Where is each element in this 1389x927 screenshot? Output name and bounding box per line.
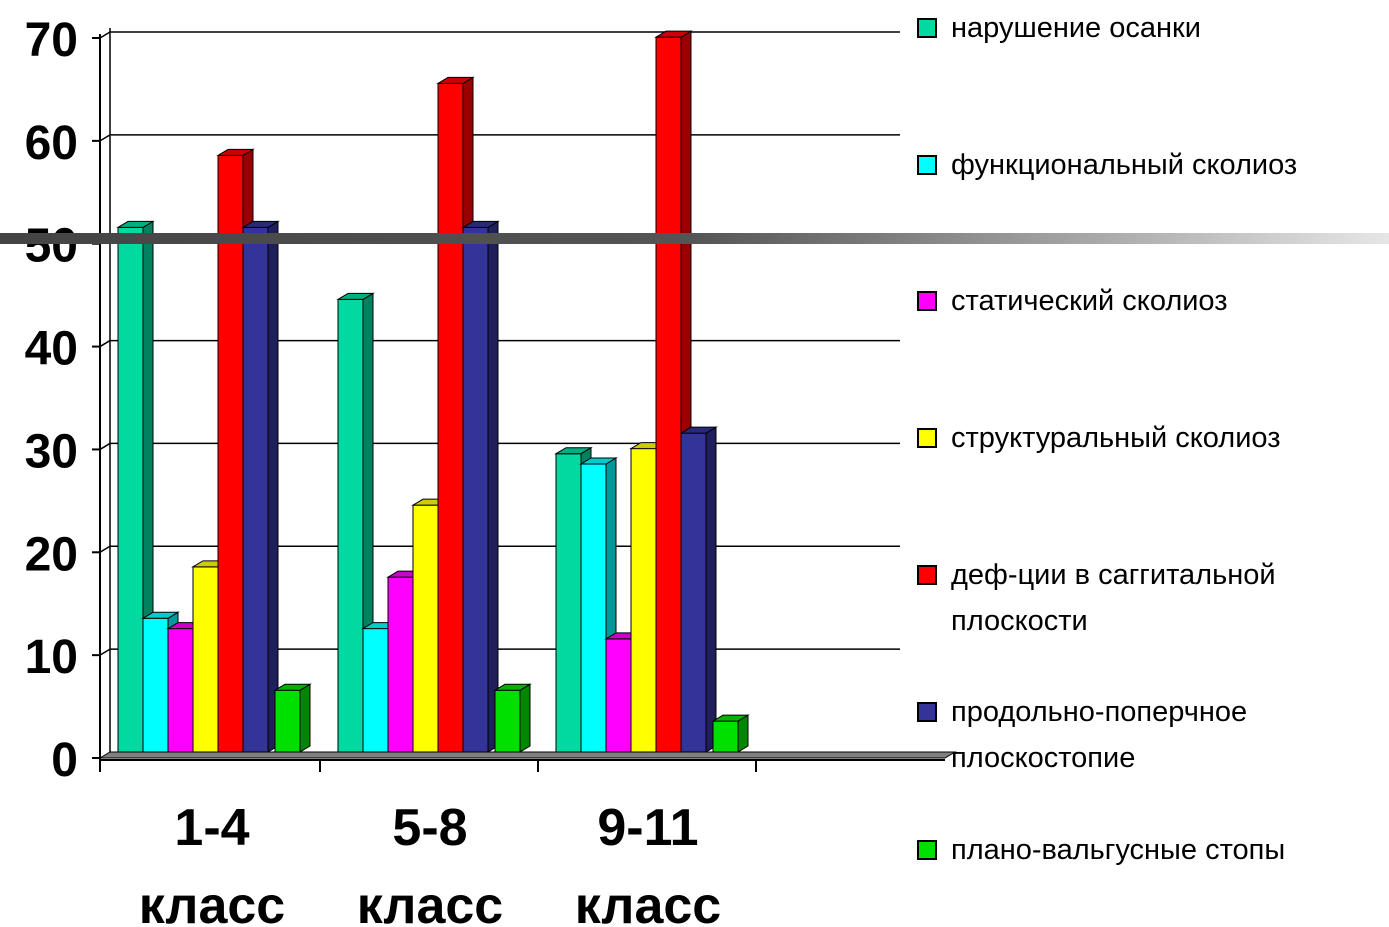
legend-label: деф-ции в саггитальной плоскости [951,552,1276,644]
legend-label-line: плоскости [951,605,1088,637]
y-tick-label: 60 [25,117,78,170]
gridline-depth [99,545,111,553]
bar-top [679,426,718,434]
legend-label: нарушение осанки [951,12,1201,44]
bar [437,82,464,753]
x-tick-label: 9-11 [597,799,698,857]
bar-top [436,76,475,84]
chart-legend: нарушение осанки функциональный сколиоз ст… [917,0,1389,927]
slide-divider-bar [0,233,1389,244]
x-tick-label: класс [139,877,285,927]
bar [462,226,489,753]
gridline-depth [99,31,111,39]
bar [555,453,582,753]
bar [387,576,414,753]
legend-label: структуральный сколиоз [951,422,1281,454]
bar-top [493,683,532,691]
legend-label-line: плоскостопие [951,742,1136,774]
bar-top [654,30,693,38]
bar [412,504,439,753]
legend-label: функциональный сколиоз [951,149,1298,181]
legend-swatch [917,18,937,38]
x-tick-label: 5-8 [392,799,467,857]
bar [605,638,632,753]
y-tick-label: 40 [25,323,78,376]
bar [680,432,707,753]
bar-top [579,457,618,465]
bar-side [299,683,311,753]
bar-top [461,220,500,228]
bar-top [711,714,750,722]
bar-top [241,220,280,228]
bar-top [336,292,375,300]
y-tick-label: 0 [51,734,78,787]
legend-swatch [917,702,937,722]
legend-swatch [917,565,937,585]
y-tick-label: 70 [25,14,78,67]
legend-label: статический сколиоз [951,285,1228,317]
bar [580,463,607,753]
bar-top [116,220,155,228]
bar-side [267,220,279,753]
bar-top [554,447,593,455]
y-tick-label: 30 [25,425,78,478]
bar [630,448,657,753]
legend-label: продольно-поперчное плоскостопие [951,689,1247,781]
legend-label: плано-вальгусные стопы [951,834,1286,866]
gridline-depth [99,134,111,142]
legend-swatch [917,155,937,175]
bar [242,226,269,753]
bar [217,154,244,753]
gridline-depth [99,648,111,656]
bar [337,298,364,753]
bar [142,617,169,753]
legend-label-line: продольно-поперчное [951,696,1248,728]
legend-swatch [917,840,937,860]
bar-top [216,148,255,156]
y-tick-label: 50 [25,220,78,273]
bar [655,36,682,753]
y-tick-label: 20 [25,528,78,581]
y-tick-label: 10 [25,631,78,684]
x-tick-label: 1-4 [174,799,249,857]
bar-top [273,683,312,691]
legend-swatch [917,291,937,311]
bar-side [705,426,717,753]
gridline-depth [99,442,111,451]
bar [712,720,739,753]
bar-top [141,611,180,619]
gridline-depth [99,339,111,348]
bar [117,226,144,753]
chart-floor [98,751,957,759]
x-tick-label: класс [575,877,721,927]
bar [192,566,219,753]
bar-side [519,683,531,753]
bar [362,628,389,753]
x-tick-label: класс [357,877,503,927]
legend-swatch [917,428,937,448]
bar-side [487,220,499,753]
bar [274,689,301,753]
legend-label-line: деф-ции в саггитальной [951,559,1276,591]
bar [494,689,521,753]
bar [167,628,194,753]
